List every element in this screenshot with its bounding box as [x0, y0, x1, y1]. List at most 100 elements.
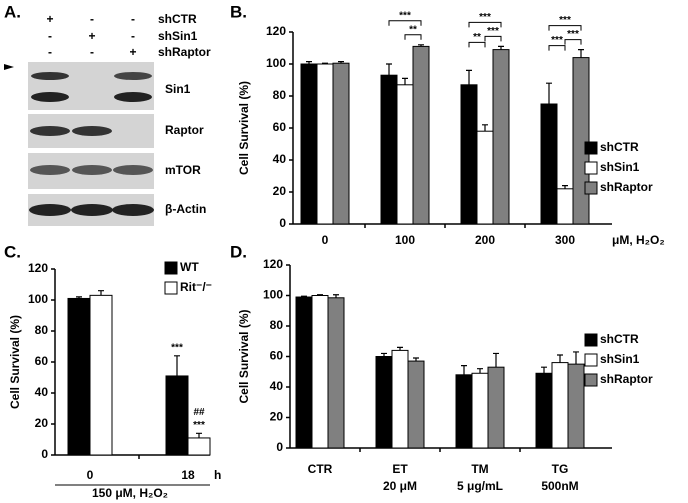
significance-label: *** — [171, 342, 183, 353]
bar — [567, 363, 585, 449]
significance-label: *** — [551, 35, 563, 46]
condition-mark: + — [129, 45, 136, 59]
condition-mark: - — [90, 45, 94, 59]
bar — [556, 188, 574, 225]
panel-label: D. — [230, 242, 247, 261]
error-bar — [482, 124, 488, 132]
bar — [476, 130, 494, 225]
x-tick-label: 20 μM — [383, 479, 417, 493]
x-tick-label: TM — [471, 462, 488, 476]
condition-mark: - — [131, 29, 135, 43]
error-bar — [477, 368, 483, 374]
x-tick-label: 5 μg/mL — [457, 479, 503, 493]
bar — [67, 297, 91, 456]
significance-bracket — [404, 34, 422, 40]
condition-mark: - — [48, 45, 52, 59]
condition-mark: + — [46, 12, 53, 26]
y-tick-label: 120 — [263, 257, 283, 271]
significance-bracket — [484, 35, 502, 42]
error-bar — [562, 185, 568, 189]
condition-name: shRaptor — [158, 45, 211, 59]
error-bar — [578, 49, 584, 58]
error-bar — [322, 62, 328, 64]
y-tick-label: 0 — [276, 440, 283, 454]
y-tick-label: 100 — [263, 288, 283, 302]
significance-bracket — [468, 41, 486, 48]
x-axis-unit: h — [214, 468, 221, 482]
significance-bracket — [564, 39, 582, 45]
condition-mark: - — [90, 12, 94, 26]
y-tick-label: 60 — [270, 349, 284, 363]
bar — [455, 374, 473, 449]
band — [72, 165, 112, 175]
condition-mark: + — [88, 29, 95, 43]
x-tick-label: ET — [392, 462, 408, 476]
significance-label: *** — [479, 12, 491, 23]
error-bar — [573, 351, 579, 365]
y-tick-label: 40 — [270, 379, 284, 393]
error-bar — [397, 346, 403, 351]
legend-label: shCTR — [600, 332, 639, 346]
error-bar — [493, 352, 499, 368]
band — [30, 165, 70, 175]
bar — [407, 360, 425, 449]
x-tick-label: 300 — [555, 233, 575, 247]
x-tick-label: 100 — [395, 233, 415, 247]
legend-swatch — [164, 261, 178, 275]
band — [29, 204, 71, 216]
x-tick-label: 0 — [87, 468, 94, 482]
error-bar — [402, 77, 408, 85]
error-bar — [333, 294, 339, 298]
y-tick-label: 100 — [266, 56, 286, 70]
blot-images — [4, 62, 154, 226]
legend-swatch — [584, 333, 598, 347]
error-bar — [386, 63, 392, 76]
band — [112, 204, 154, 216]
y-tick-label: 0 — [279, 216, 286, 230]
error-bar — [174, 355, 180, 376]
bar — [471, 372, 489, 449]
legend-swatch — [584, 161, 598, 175]
condition-name: shSin1 — [158, 29, 198, 43]
significance-bracket — [548, 45, 566, 51]
y-tick-label: 80 — [270, 318, 284, 332]
significance-label: *** — [399, 10, 411, 21]
y-tick-label: 40 — [35, 385, 49, 399]
significance-label: ** — [409, 24, 417, 35]
significance-bracket — [548, 25, 582, 31]
error-bar — [196, 432, 202, 438]
significance-label: *** — [559, 15, 571, 26]
legend-label: shSin1 — [600, 352, 640, 366]
y-tick-label: 20 — [273, 184, 287, 198]
error-bar — [381, 352, 387, 357]
significance-bracket — [468, 21, 502, 28]
error-bar — [557, 354, 563, 363]
band — [31, 92, 69, 102]
band-label: β-Actin — [165, 202, 206, 216]
legend-swatch — [584, 141, 598, 155]
blot-box — [28, 62, 154, 110]
y-tick-label: 60 — [273, 120, 287, 134]
condition-mark: - — [131, 12, 135, 26]
panel-label: C. — [4, 242, 21, 261]
bar — [492, 49, 510, 225]
y-tick-label: 20 — [270, 410, 284, 424]
band-label: Sin1 — [165, 82, 191, 96]
legend-label: shSin1 — [600, 160, 640, 174]
bar — [412, 45, 430, 225]
legend-label: shCTR — [600, 140, 639, 154]
x-tick-label: CTR — [308, 462, 333, 476]
band — [71, 204, 113, 216]
y-axis-label: Cell Survival (%) — [237, 309, 251, 403]
bar — [300, 63, 318, 225]
bar — [540, 103, 558, 225]
legend-label: WT — [180, 260, 199, 274]
bar — [375, 356, 393, 449]
band — [30, 126, 70, 136]
panel-label: A. — [4, 2, 21, 21]
bar — [165, 375, 189, 456]
significance-label: *** — [193, 420, 205, 431]
bar — [396, 84, 414, 225]
error-bar — [418, 44, 424, 47]
